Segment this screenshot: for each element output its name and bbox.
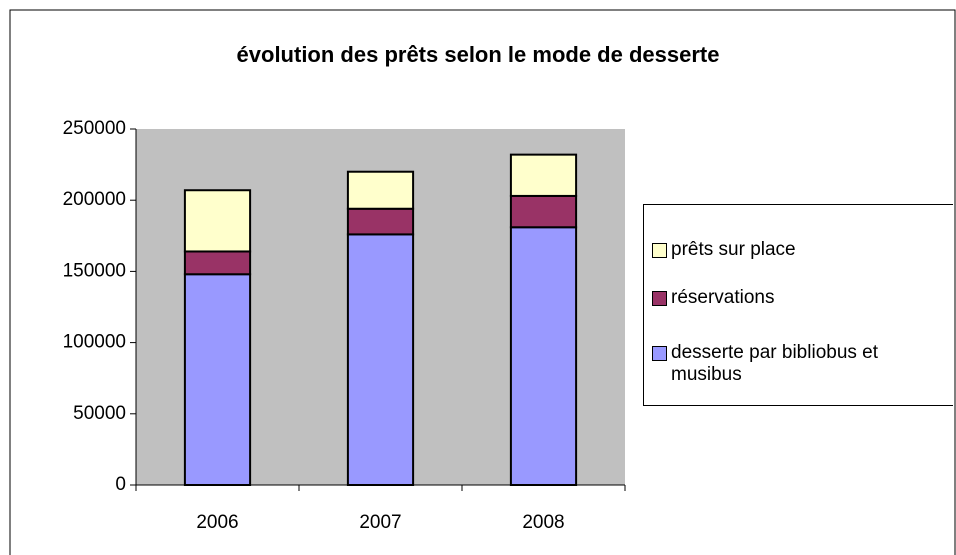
legend: prêts sur place réservations desserte par …: [643, 204, 953, 406]
bar-segment: [346, 233, 415, 486]
legend-label: prêts sur place: [671, 239, 796, 260]
bar-segment: [183, 189, 252, 253]
legend-entry: prêts sur place: [652, 239, 952, 261]
legend-swatch: [652, 243, 667, 258]
bar-segment: [509, 153, 578, 197]
chart-title: évolution des prêts selon le mode de des…: [237, 42, 720, 67]
bar-segment: [509, 194, 578, 229]
y-tick-label: 50000: [73, 403, 126, 424]
legend-entry: réservations: [652, 287, 952, 309]
x-tick-label: 2006: [196, 512, 238, 533]
y-tick-label: 200000: [63, 189, 126, 210]
legend-swatch: [652, 291, 667, 306]
bar-segment: [346, 207, 415, 236]
y-tick-label: 250000: [63, 118, 126, 139]
x-tick-label: 2008: [522, 512, 564, 533]
legend-swatch: [652, 346, 667, 361]
y-tick-label: 100000: [63, 332, 126, 353]
bar-segment: [183, 273, 252, 486]
legend-label: réservations: [671, 287, 775, 308]
bar-segment: [183, 250, 252, 276]
x-tick-label: 2007: [359, 512, 401, 533]
legend-label: desserte par bibliobus et musibus: [671, 342, 879, 385]
bar-segment: [346, 170, 415, 210]
y-tick-label: 0: [115, 474, 126, 495]
y-tick-label: 150000: [63, 260, 126, 281]
bar-segment: [509, 226, 578, 486]
legend-entry: desserte par bibliobus et musibus: [652, 342, 952, 386]
